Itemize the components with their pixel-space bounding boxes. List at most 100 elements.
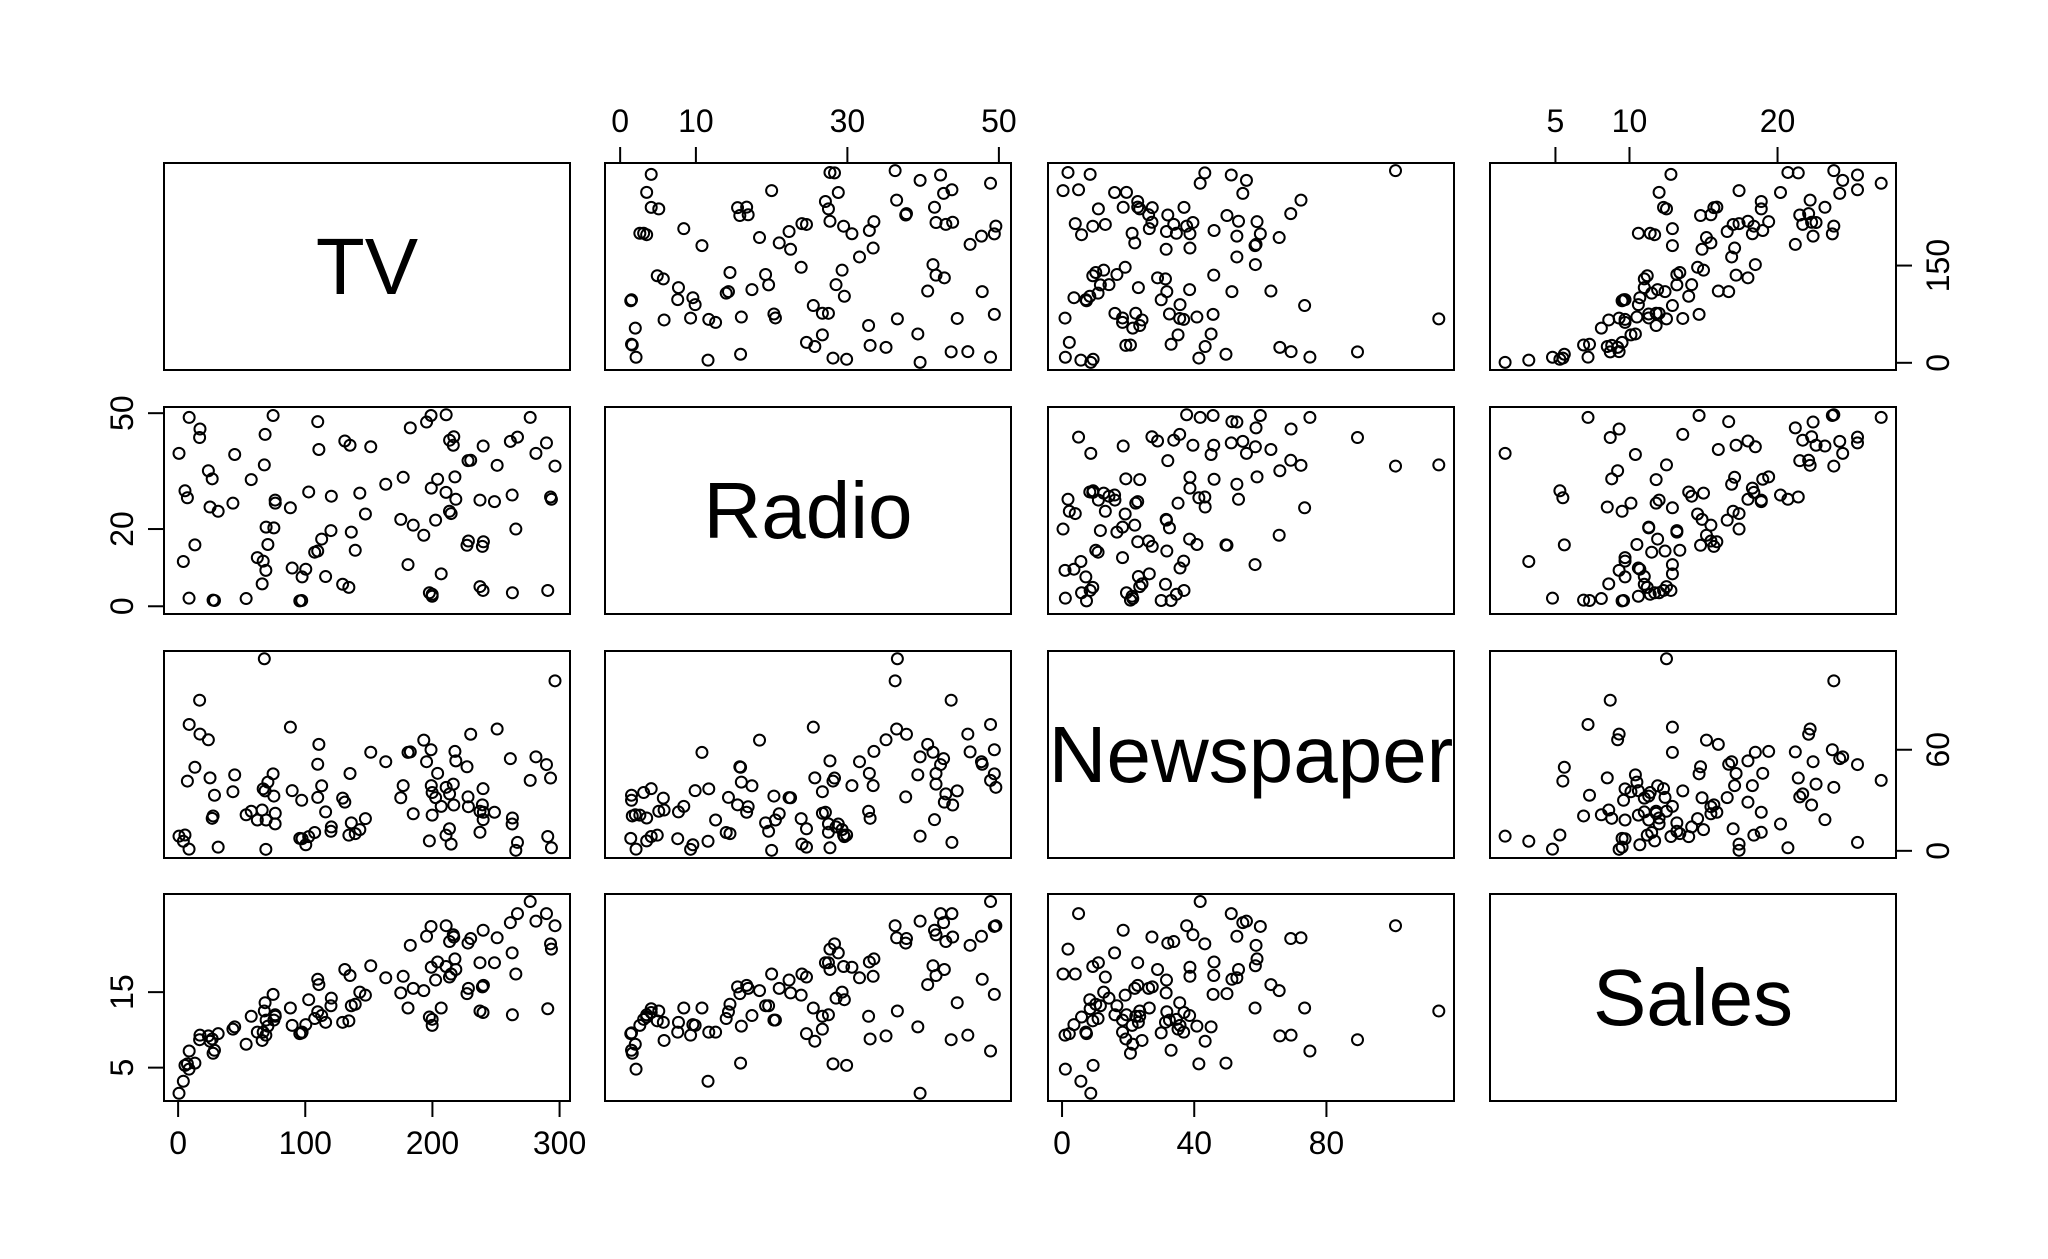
point <box>1664 583 1678 597</box>
point <box>1756 766 1770 780</box>
point <box>1648 228 1662 242</box>
point <box>396 969 410 983</box>
point <box>295 570 309 584</box>
point <box>1851 835 1865 849</box>
point <box>319 1015 333 1029</box>
point <box>1522 554 1536 568</box>
tick-label: 15 <box>104 974 140 1010</box>
point <box>989 219 1003 233</box>
point <box>840 828 854 842</box>
point <box>1389 164 1403 178</box>
point <box>782 225 796 239</box>
point <box>1652 185 1666 199</box>
point <box>753 231 767 245</box>
point <box>1236 916 1250 930</box>
point <box>1248 440 1262 454</box>
point <box>1748 745 1762 759</box>
point <box>1577 593 1591 607</box>
point <box>840 352 854 366</box>
point <box>1108 306 1122 320</box>
point <box>1110 999 1124 1013</box>
point <box>815 785 829 799</box>
point <box>1612 563 1626 577</box>
point <box>449 492 463 506</box>
point <box>267 1013 281 1027</box>
point <box>740 200 754 214</box>
point <box>1091 956 1105 970</box>
point <box>984 350 998 364</box>
point <box>1631 298 1645 312</box>
point <box>733 987 747 1001</box>
tick-label: 100 <box>279 1125 332 1161</box>
tick-label: 10 <box>678 103 714 139</box>
point <box>476 1006 490 1020</box>
point <box>259 1028 273 1042</box>
point <box>1061 165 1075 179</box>
point <box>1159 986 1173 1000</box>
point <box>961 727 975 741</box>
point <box>625 793 639 807</box>
point <box>733 209 747 223</box>
variable-label: Radio <box>703 466 912 555</box>
point <box>1605 811 1619 825</box>
point <box>1645 545 1659 559</box>
point <box>866 779 880 793</box>
point <box>1389 919 1403 933</box>
point <box>1131 956 1145 970</box>
panel-frame <box>604 650 1012 859</box>
point <box>1192 1057 1206 1071</box>
point <box>1748 440 1762 454</box>
point <box>505 811 519 825</box>
point <box>1180 219 1194 233</box>
point <box>795 217 809 231</box>
point <box>1631 226 1645 240</box>
point <box>987 307 1001 321</box>
point <box>308 545 322 559</box>
point <box>228 1020 242 1034</box>
point <box>523 410 537 424</box>
point <box>1083 289 1097 303</box>
point <box>172 1086 186 1100</box>
point <box>1685 820 1699 834</box>
point <box>671 293 685 307</box>
point <box>1167 433 1181 447</box>
point <box>1108 1008 1122 1022</box>
tick-label: 300 <box>533 1125 586 1161</box>
point <box>1640 269 1654 283</box>
point <box>721 1005 735 1019</box>
point <box>1732 184 1746 198</box>
point <box>1161 936 1175 950</box>
point <box>403 421 417 435</box>
point <box>719 825 733 839</box>
point <box>476 782 490 796</box>
point <box>311 1005 325 1019</box>
point <box>1123 338 1137 352</box>
point <box>1704 208 1718 222</box>
point <box>1781 841 1795 855</box>
point <box>1676 427 1690 441</box>
point <box>782 973 796 987</box>
point <box>505 817 519 831</box>
point <box>348 827 362 841</box>
point <box>1193 410 1207 424</box>
point <box>424 960 438 974</box>
point <box>1556 491 1570 505</box>
point <box>963 745 977 759</box>
point <box>523 773 537 787</box>
point <box>961 1028 975 1042</box>
point <box>845 779 859 793</box>
point <box>862 1009 876 1023</box>
point <box>1605 338 1619 352</box>
point <box>353 985 367 999</box>
point <box>1695 512 1709 526</box>
tick-label: 30 <box>830 103 866 139</box>
point <box>1791 490 1805 504</box>
point <box>476 583 490 597</box>
point <box>1745 227 1759 241</box>
point <box>1796 433 1810 447</box>
point <box>913 355 927 369</box>
point <box>734 310 748 324</box>
point <box>913 1086 927 1100</box>
point <box>1272 984 1286 998</box>
point <box>1091 1012 1105 1026</box>
